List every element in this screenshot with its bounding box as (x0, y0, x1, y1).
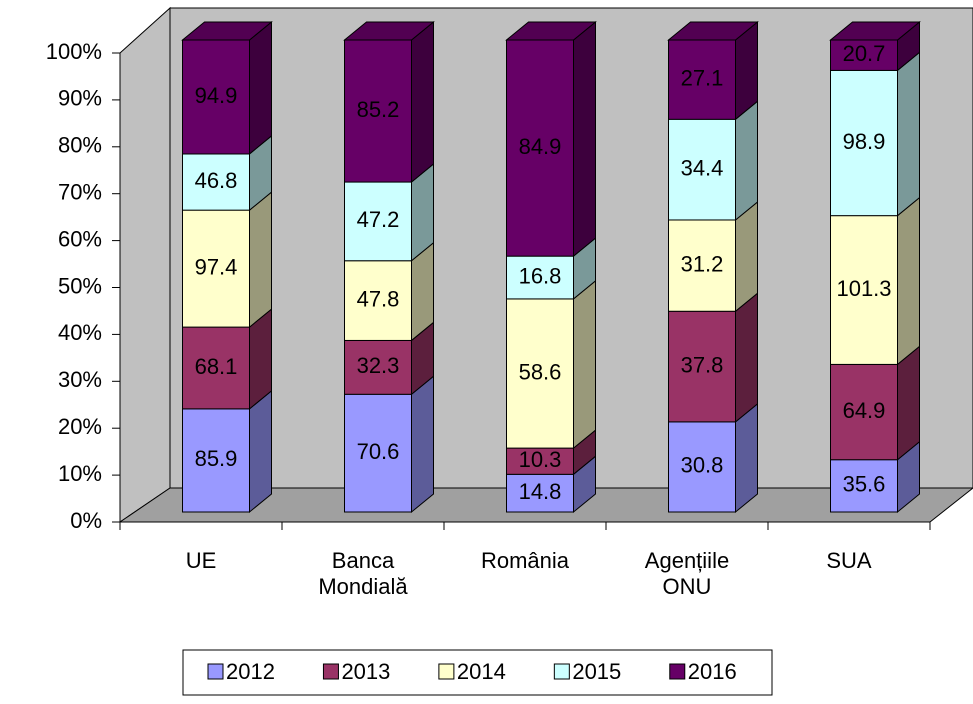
y-tick-label: 70% (58, 180, 102, 205)
legend-swatch (553, 663, 570, 680)
bar-side (411, 20, 434, 184)
legend-label: 2014 (457, 659, 506, 684)
data-label: 94.9 (195, 83, 238, 108)
data-label: 34.4 (681, 155, 724, 180)
bar-side (735, 292, 758, 423)
legend-label: 2013 (341, 659, 390, 684)
bar-segment (344, 181, 412, 262)
y-tick-label: 100% (46, 39, 102, 64)
bar-top (181, 21, 273, 41)
bar-side (573, 279, 596, 450)
bar-segment (668, 39, 736, 120)
data-label: 98.9 (843, 129, 886, 154)
bar-segment (668, 421, 736, 513)
bar-side (897, 51, 920, 217)
y-tick-label: 20% (58, 414, 102, 439)
data-label: 31.2 (681, 251, 724, 276)
bar-segment (830, 459, 898, 513)
y-tick-label: 10% (58, 461, 102, 486)
data-label: 97.4 (195, 254, 238, 279)
data-label: 16.8 (519, 263, 562, 288)
data-label: 20.7 (843, 41, 886, 66)
bar-segment (182, 209, 250, 328)
x-tick-label: Agențiile ONU (645, 548, 729, 599)
bar-side (411, 375, 434, 514)
bar-top (505, 21, 597, 41)
data-label: 47.2 (357, 207, 400, 232)
bar-segment (506, 39, 574, 257)
bar-segment (506, 255, 574, 300)
left-wall (119, 6, 171, 523)
data-label: 85.2 (357, 97, 400, 122)
data-label: 68.1 (195, 354, 238, 379)
data-label: 10.3 (519, 447, 562, 472)
y-tick-label: 0% (70, 508, 102, 533)
data-label: 85.9 (195, 446, 238, 471)
data-label: 64.9 (843, 398, 886, 423)
y-tick-label: 40% (58, 320, 102, 345)
data-label: 46.8 (195, 168, 238, 193)
bar-side (249, 389, 272, 514)
data-label: 37.8 (681, 352, 724, 377)
bar-side (249, 20, 272, 156)
bar-segment (830, 215, 898, 365)
bar-side (573, 20, 596, 258)
legend-label: 2016 (688, 659, 737, 684)
bar-side (897, 196, 920, 366)
data-label: 30.8 (681, 453, 724, 478)
bar-segment (830, 39, 898, 71)
data-label: 47.8 (357, 286, 400, 311)
bar-top (829, 21, 921, 41)
x-tick-label: UE (186, 548, 217, 573)
data-label: 32.3 (357, 353, 400, 378)
legend-swatch (322, 663, 339, 680)
data-label: 35.6 (843, 472, 886, 497)
x-tick-label: Banca Mondială (318, 548, 408, 599)
y-tick-label: 90% (58, 86, 102, 111)
bar-top (667, 21, 759, 41)
data-label: 14.8 (519, 479, 562, 504)
data-label: 84.9 (519, 134, 562, 159)
y-tick-label: 30% (58, 367, 102, 392)
bar-side (249, 191, 272, 329)
data-label: 101.3 (836, 276, 891, 301)
legend-label: 2015 (572, 659, 621, 684)
y-tick-label: 80% (58, 133, 102, 158)
bar-segment (182, 153, 250, 211)
bar-segment (182, 408, 250, 513)
legend-label: 2012 (226, 659, 275, 684)
bar-segment (668, 310, 736, 423)
bar-segment (344, 39, 412, 183)
bar-side (735, 100, 758, 222)
bar-top (343, 21, 435, 41)
bar-segment (344, 339, 412, 395)
bar-segment (182, 326, 250, 410)
x-tick-label: SUA (826, 548, 872, 573)
bar-segment (182, 39, 250, 155)
bar-segment (830, 363, 898, 461)
bar-side (735, 402, 758, 514)
bar-side (735, 200, 758, 313)
data-label: 58.6 (519, 359, 562, 384)
bar-segment (506, 298, 574, 449)
legend-swatch (669, 663, 686, 680)
bar-side (897, 345, 920, 461)
x-tick-label: România (481, 548, 570, 573)
data-label: 70.6 (357, 439, 400, 464)
legend-swatch (438, 663, 455, 680)
bar-segment (344, 393, 412, 513)
bar-segment (830, 69, 898, 217)
legend-swatch (207, 663, 224, 680)
data-label: 27.1 (681, 65, 724, 90)
y-tick-label: 60% (58, 226, 102, 251)
y-tick-label: 50% (58, 273, 102, 298)
